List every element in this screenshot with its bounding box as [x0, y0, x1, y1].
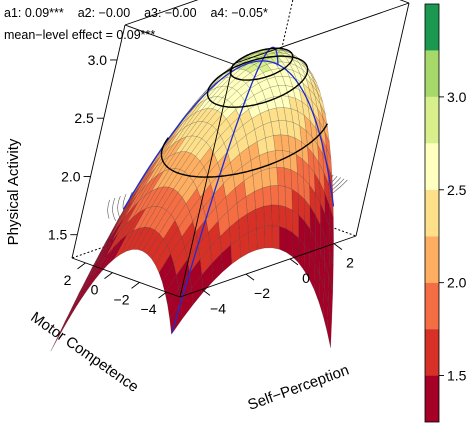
x-axis-tick [201, 289, 211, 296]
x-tick-label: −4 [210, 300, 226, 316]
surface-facet [285, 228, 293, 257]
legend-color-band [425, 282, 439, 330]
front-vertical-edge [179, 63, 234, 298]
y-tick-label: −2 [114, 291, 130, 307]
surface-facet [279, 226, 287, 253]
legend-tick-label: 3.0 [447, 89, 467, 105]
legend-color-band [425, 50, 439, 97]
legend-color-band [425, 4, 439, 51]
legend-color-band [425, 143, 439, 190]
surface-facet [256, 226, 265, 250]
surface-facet [268, 167, 279, 187]
surface-lines [123, 46, 335, 334]
y-axis-tick [131, 282, 140, 289]
x-axis-tick [333, 243, 343, 250]
surface-facet [264, 225, 273, 249]
legend-color-band [425, 189, 439, 237]
surface-facet [283, 167, 292, 190]
line-of-incongruence [123, 60, 335, 210]
z-tick-label: 2.5 [74, 110, 94, 126]
z-tick-label: 2.0 [61, 168, 81, 184]
surface-facet [262, 185, 272, 207]
front-floor-edge [71, 257, 181, 298]
legend-color-band [425, 375, 439, 422]
a2-stat: a2: −0.00 [77, 6, 131, 20]
front-top-edge [124, 24, 234, 65]
front-box-edges [71, 2, 410, 298]
x-tick-label: 2 [346, 255, 354, 271]
x-axis-tick [245, 273, 255, 281]
legend-color-band [425, 96, 439, 144]
z-axis-title: Physical Activity [5, 138, 22, 245]
surface-facet [270, 185, 279, 206]
y-tick-label: 2 [64, 272, 72, 288]
y-axis-tick [104, 272, 113, 279]
coefficient-line: a1: 0.09*** a2: −0.00 a3: −0.00 a4: −0.0… [4, 6, 268, 20]
surface-facet [285, 206, 293, 233]
surface-contour-line [229, 47, 294, 81]
y-axis-tick [158, 291, 167, 299]
surface-facet [255, 206, 265, 230]
z-tick-label: 1.5 [48, 227, 68, 243]
mean-level-effect: mean−level effect = 0.09*** [4, 28, 156, 42]
x-axis-title: Self−Perception [246, 362, 352, 414]
left-vertical-edge [71, 24, 126, 259]
a1-stat: a1: 0.09*** [4, 6, 64, 20]
y-tick-label: −4 [141, 301, 157, 317]
legend-tick-label: 1.5 [447, 368, 467, 384]
front-top-edge [232, 2, 410, 65]
surface-facet [263, 204, 273, 227]
surface-facet [68, 277, 91, 319]
surface-facet [254, 187, 264, 210]
a3-stat: a3: −0.00 [144, 6, 197, 20]
surface-facet [277, 185, 286, 208]
y-tick-label: 0 [91, 282, 99, 298]
x-axis-tick [289, 258, 299, 266]
z-tick-label: 3.0 [88, 52, 108, 68]
legend-frame [424, 3, 440, 423]
y-axis-tick [77, 262, 86, 270]
surface-facet [271, 225, 280, 250]
surface-facet [278, 204, 287, 230]
right-vertical-edge [355, 2, 410, 237]
x-tick-label: 0 [302, 270, 310, 286]
y-axis-title: Motor Competence [27, 309, 141, 396]
top-edge [399, 0, 410, 4]
response-surface [50, 48, 334, 352]
top-edge [124, 0, 199, 26]
legend-tick-label: 2.0 [447, 275, 467, 291]
legend-color-band [425, 236, 439, 283]
surface-facet [271, 204, 280, 227]
color-legend: 1.5 2.0 2.5 3.0 [424, 3, 467, 423]
x-tick-label: −2 [254, 285, 270, 301]
front-floor-edge [179, 235, 357, 298]
surface-contour-line [160, 123, 329, 178]
legend-color-band [425, 329, 439, 376]
a4-stat: a4: −0.05* [210, 6, 268, 20]
legend-tick-label: 2.5 [447, 182, 467, 198]
surface-facet [284, 186, 293, 211]
surface-facet [248, 228, 258, 254]
